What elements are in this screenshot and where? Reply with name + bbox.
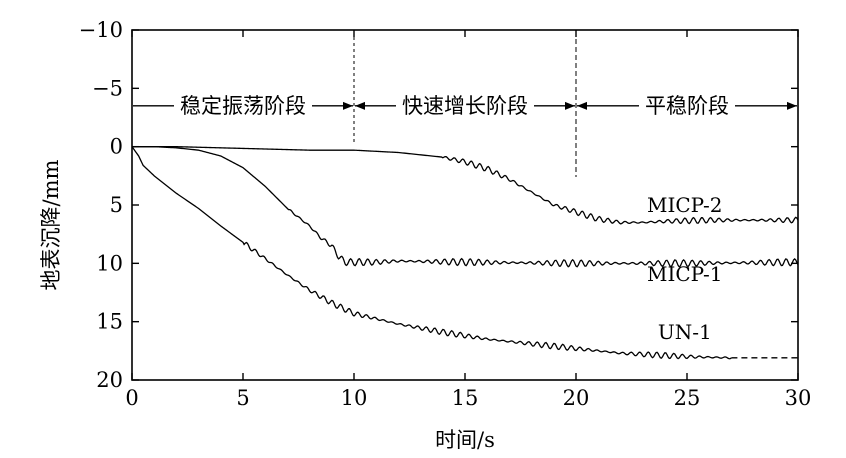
series-label-un-1: UN-1 (658, 320, 712, 344)
phase-arrow-head-left (577, 101, 587, 110)
y-tick-label: 20 (96, 368, 123, 392)
axis-labels: 0 5 10 15 20 25 30 −10 −5 0 5 10 15 20 (79, 18, 812, 410)
y-tick-label: 0 (110, 135, 123, 159)
series-label-micp-1: MICP-1 (647, 262, 723, 286)
y-tick-label: −10 (79, 18, 123, 42)
phase-arrow-head-right (343, 101, 353, 110)
series-line-un-1 (131, 146, 732, 360)
phase-label-bg (174, 93, 312, 118)
phase-arrow-head-right (787, 101, 797, 110)
x-tick-label: 0 (125, 386, 138, 410)
y-tick-label: 5 (110, 193, 123, 217)
series-curves: MICP-2 MICP-1 UN-1 (131, 146, 799, 360)
series-line-micp-2 (132, 146, 799, 225)
x-tick-label: 10 (341, 386, 368, 410)
phase-label: 快速增长阶段 (402, 94, 528, 118)
y-tick-label: 10 (96, 251, 123, 275)
phase-arrow-head-left (355, 101, 365, 110)
y-tick-label: 15 (96, 310, 123, 334)
phase-arrow-head-right (565, 101, 575, 110)
x-tick-label: 25 (674, 386, 701, 410)
phase-label-bg (639, 93, 735, 118)
x-axis-title: 时间/s (435, 428, 495, 452)
x-tick-label: 20 (563, 386, 590, 410)
series-line-micp-1 (132, 146, 799, 268)
y-axis-title: 地表沉降/mm (39, 159, 63, 290)
x-tick-label: 30 (785, 386, 812, 410)
series-label-micp-2: MICP-2 (647, 193, 723, 217)
x-tick-label: 15 (452, 386, 479, 410)
axis-ticks (131, 29, 799, 381)
phase-label-bg (396, 93, 534, 118)
phase-label: 稳定振荡阶段 (180, 94, 306, 118)
y-tick-label: −5 (92, 76, 123, 100)
phase-label: 平稳阶段 (645, 94, 729, 118)
x-tick-label: 5 (236, 386, 249, 410)
phase-annotations: 稳定振荡阶段 快速增长阶段 平稳阶段 (133, 31, 797, 177)
